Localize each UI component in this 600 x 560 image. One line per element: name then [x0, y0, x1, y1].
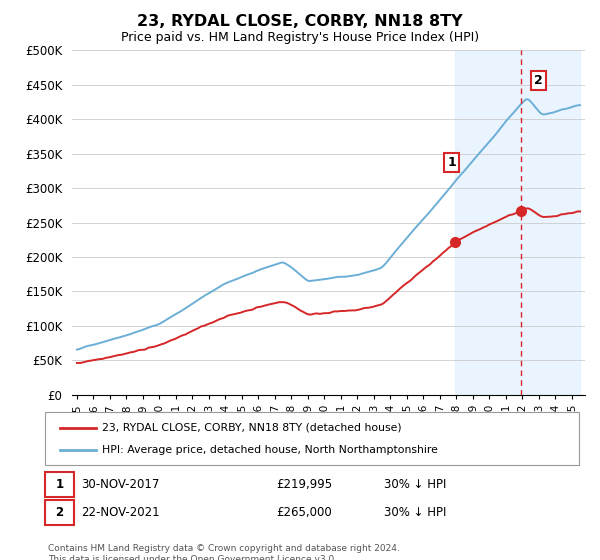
- Text: HPI: Average price, detached house, North Northamptonshire: HPI: Average price, detached house, Nort…: [102, 445, 438, 455]
- Text: 2: 2: [535, 74, 543, 87]
- Text: 23, RYDAL CLOSE, CORBY, NN18 8TY (detached house): 23, RYDAL CLOSE, CORBY, NN18 8TY (detach…: [102, 423, 401, 433]
- Text: Price paid vs. HM Land Registry's House Price Index (HPI): Price paid vs. HM Land Registry's House …: [121, 31, 479, 44]
- Text: 1: 1: [55, 478, 64, 491]
- Text: 30% ↓ HPI: 30% ↓ HPI: [384, 478, 446, 491]
- Text: 1: 1: [447, 156, 456, 169]
- Text: £219,995: £219,995: [276, 478, 332, 491]
- Text: 30-NOV-2017: 30-NOV-2017: [81, 478, 160, 491]
- Text: 23, RYDAL CLOSE, CORBY, NN18 8TY: 23, RYDAL CLOSE, CORBY, NN18 8TY: [137, 14, 463, 29]
- Text: 22-NOV-2021: 22-NOV-2021: [81, 506, 160, 519]
- Text: 2: 2: [55, 506, 64, 519]
- Text: £265,000: £265,000: [276, 506, 332, 519]
- Text: 30% ↓ HPI: 30% ↓ HPI: [384, 506, 446, 519]
- Text: Contains HM Land Registry data © Crown copyright and database right 2024.
This d: Contains HM Land Registry data © Crown c…: [48, 544, 400, 560]
